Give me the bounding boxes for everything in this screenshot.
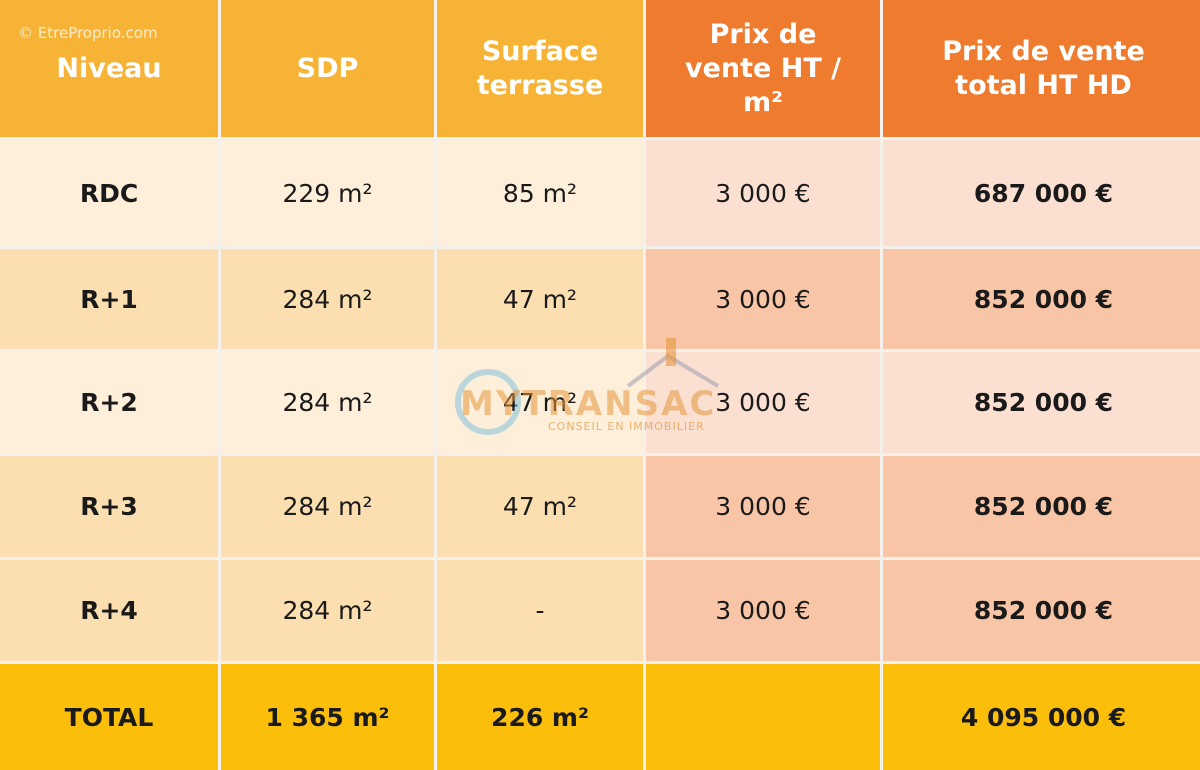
total-label: TOTAL — [0, 664, 218, 770]
table-cell: - — [437, 560, 643, 661]
total-cell: 226 m² — [437, 664, 643, 770]
header-cell: SDP — [221, 0, 434, 137]
table-cell: 3 000 € — [646, 560, 880, 661]
table-cell: 85 m² — [437, 140, 643, 246]
logo-tagline: CONSEIL EN IMMOBILIER — [548, 420, 705, 433]
header-cell: Surface terrasse — [437, 0, 643, 137]
row-label: R+4 — [0, 560, 218, 661]
table-cell: 852 000 € — [883, 352, 1200, 453]
total-cell: 1 365 m² — [221, 664, 434, 770]
total-empty-cell — [646, 664, 880, 770]
logo-ring — [455, 369, 521, 435]
table-cell: 284 m² — [221, 249, 434, 349]
logo-tower — [666, 338, 676, 366]
table-cell: 687 000 € — [883, 140, 1200, 246]
total-cell: 4 095 000 € — [883, 664, 1200, 770]
header-cell: Prix de vente total HT HD — [883, 0, 1200, 137]
table-cell: 284 m² — [221, 352, 434, 453]
table-cell: 3 000 € — [646, 352, 880, 453]
table-cell: 3 000 € — [646, 140, 880, 246]
table-cell: 229 m² — [221, 140, 434, 246]
row-label: R+3 — [0, 456, 218, 557]
table-cell: 47 m² — [437, 456, 643, 557]
table-cell: 3 000 € — [646, 249, 880, 349]
table-cell: 3 000 € — [646, 456, 880, 557]
logo-icon — [455, 338, 720, 435]
table-cell: 852 000 € — [883, 456, 1200, 557]
row-label: RDC — [0, 140, 218, 246]
watermark: © EtreProprio.com — [18, 24, 158, 42]
table-cell: 852 000 € — [883, 249, 1200, 349]
header-cell: Prix de vente HT / m² — [646, 0, 880, 137]
row-label: R+2 — [0, 352, 218, 453]
table-cell: 47 m² — [437, 352, 643, 453]
table-cell: 47 m² — [437, 249, 643, 349]
table-cell: 284 m² — [221, 456, 434, 557]
logo-text: MYTRANSAC — [460, 384, 717, 424]
header-cell: Niveau — [0, 0, 218, 137]
table-cell: 284 m² — [221, 560, 434, 661]
table-cell: 852 000 € — [883, 560, 1200, 661]
row-label: R+1 — [0, 249, 218, 349]
